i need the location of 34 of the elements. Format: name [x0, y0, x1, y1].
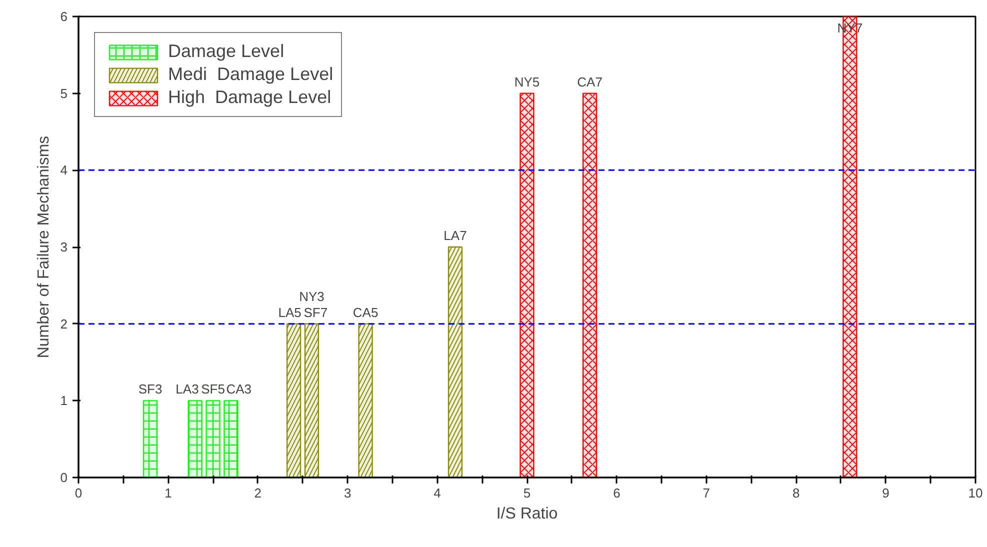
y-tick-label: 1	[60, 393, 68, 408]
x-tick-label: 8	[792, 486, 800, 500]
y-tick-label: 0	[60, 470, 68, 485]
annotation: NY3	[299, 288, 324, 304]
x-tick-label: 6	[613, 486, 620, 500]
annotation: SF5	[201, 382, 225, 397]
annotation: SF3	[138, 382, 162, 397]
annotation: CA3	[226, 382, 252, 397]
legend-label: Medi Damage Level	[168, 64, 334, 85]
x-tick-label: 5	[523, 486, 531, 500]
y-tick-label: 2	[60, 316, 68, 332]
x-tick-label: 9	[882, 486, 890, 500]
x-tick-label: 1	[164, 486, 172, 500]
annotation: LA5	[278, 304, 302, 320]
x-tick-label: 4	[434, 486, 441, 500]
y-tick-label: 6	[60, 9, 68, 24]
y-tick-label: 3	[60, 240, 68, 254]
annotation: LA7	[444, 228, 467, 243]
x-tick-label: 7	[702, 486, 710, 500]
x-tick-label: 2	[254, 486, 262, 500]
legend-label: High Damage Level	[168, 87, 332, 108]
y-axis-title: Number of Failure Mechanisms	[35, 136, 52, 358]
x-tick-label: 10	[968, 486, 983, 500]
annotation: CA7	[577, 74, 602, 90]
legend-label: Damage Level	[168, 41, 284, 62]
annotation: CA5	[352, 304, 378, 320]
annotation: LA3	[176, 382, 199, 397]
y-tick-label: 4	[60, 162, 68, 178]
y-tick-label: 5	[60, 86, 68, 101]
annotation: NY5	[514, 74, 540, 90]
x-axis-title: I/S Ratio	[496, 506, 558, 522]
x-tick-label: 3	[344, 486, 352, 500]
annotation: SF7	[304, 304, 328, 320]
x-tick-label: 0	[74, 486, 82, 500]
